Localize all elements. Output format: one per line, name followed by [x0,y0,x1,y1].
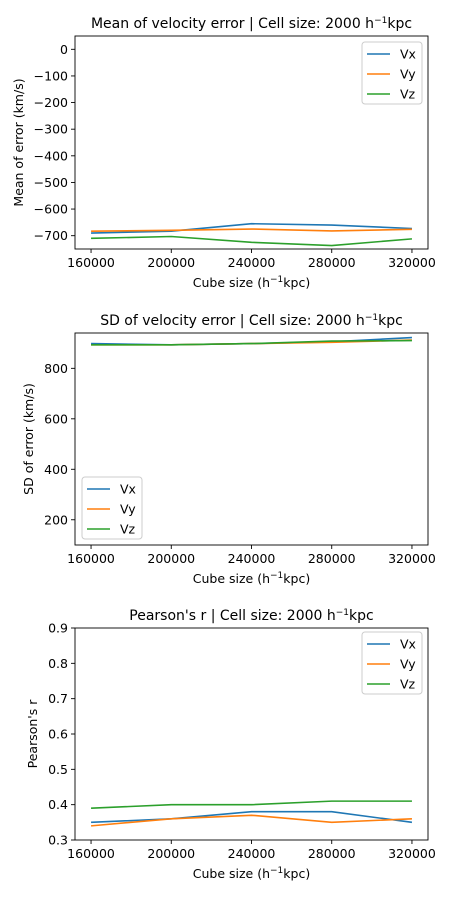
x-axis-label: Cube size (h−1kpc) [193,275,310,290]
legend-label-vy: Vy [400,67,416,82]
y-axis-label: Mean of error (km/s) [11,78,26,206]
x-tick-label: 240000 [228,846,276,861]
y-tick-label: −700 [34,228,68,243]
y-axis-label: SD of error (km/s) [21,383,36,495]
y-tick-label: −500 [34,175,68,190]
y-tick-label: 800 [44,361,68,376]
y-tick-label: −300 [34,122,68,137]
y-tick-label: 400 [44,462,68,477]
x-tick-label: 320000 [388,551,436,566]
series-line-vy [91,228,412,232]
series-line-vz [91,235,413,247]
legend-label-vz: Vz [120,522,136,537]
x-tick-label: 280000 [308,846,356,861]
x-tick-label: 200000 [147,551,195,566]
legend-label-vy: Vy [120,502,136,517]
y-tick-label: 0 [60,42,68,57]
x-tick-label: 240000 [228,255,276,270]
series-line-vx [91,810,413,824]
y-tick-label: 0.7 [48,691,68,706]
legend-box [361,631,423,695]
legend-label-vz: Vz [400,677,416,692]
x-tick-label: 280000 [308,551,356,566]
y-tick-label: 0.4 [48,797,68,812]
legend-label-vz: Vz [400,87,416,102]
legend-box [81,476,143,540]
y-tick-label: 600 [44,411,68,426]
x-tick-label: 160000 [67,551,115,566]
chart-title: Pearson's r | Cell size: 2000 h−1kpc [129,608,373,624]
x-tick-label: 280000 [308,255,356,270]
y-tick-label: −600 [34,202,68,217]
x-tick-label: 160000 [67,846,115,861]
y-tick-label: 0.8 [48,656,68,671]
chart-title: Mean of velocity error | Cell size: 2000… [91,16,412,32]
x-axis-label: Cube size (h−1kpc) [193,571,310,586]
x-tick-label: 320000 [388,846,436,861]
legend-label-vy: Vy [400,657,416,672]
x-tick-label: 160000 [67,255,115,270]
x-axis-label: Cube size (h−1kpc) [193,866,310,881]
legend-label-vx: Vx [400,47,416,62]
legend-label-vx: Vx [400,637,416,652]
legend: Vx Vy Vz [81,476,143,540]
series-line-vz [91,339,412,346]
y-tick-label: 0.6 [48,727,68,742]
chart-3: Pearson's r | Cell size: 2000 h−1kpc 1600… [25,608,436,881]
y-tick-label: 200 [44,512,68,527]
y-tick-label: −200 [34,95,68,110]
legend-label-vx: Vx [120,482,136,497]
series-line-vz [91,800,412,809]
x-tick-label: 200000 [147,255,195,270]
x-tick-label: 200000 [147,846,195,861]
y-tick-label: −400 [34,148,68,163]
x-tick-label: 240000 [228,551,276,566]
legend: Vx Vy Vz [361,41,423,105]
legend: Vx Vy Vz [361,631,423,695]
series-line-vx [91,222,412,234]
x-tick-label: 320000 [388,255,436,270]
y-tick-label: 0.3 [48,833,68,848]
chart-2: SD of velocity error | Cell size: 2000 h… [21,313,436,586]
y-tick-label: −100 [34,68,68,83]
series-line-vy [90,814,412,827]
legend-box [361,41,423,105]
y-tick-label: 0.5 [48,762,68,777]
y-tick-label: 0.9 [48,621,68,636]
chart-title: SD of velocity error | Cell size: 2000 h… [100,313,403,329]
y-axis-label: Pearson's r [25,699,40,769]
chart-1: Mean of velocity error | Cell size: 2000… [11,16,436,290]
